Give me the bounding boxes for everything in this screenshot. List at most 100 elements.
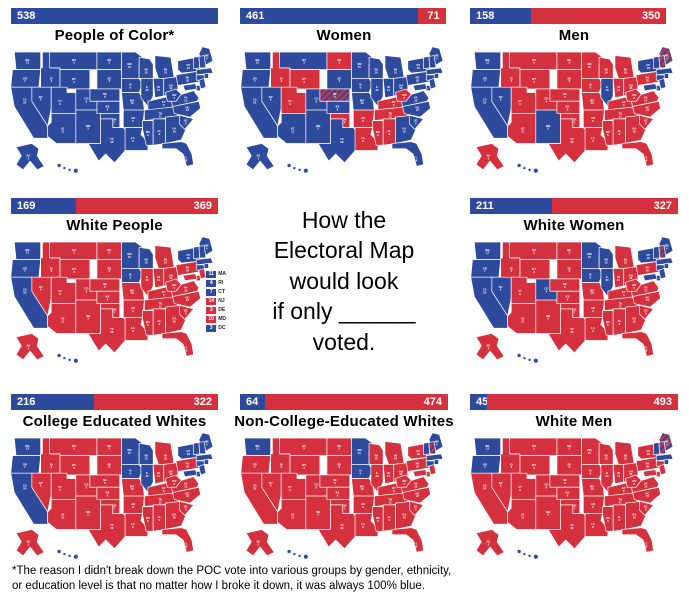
state-label-TX: TX 38: [570, 137, 574, 144]
state-label-TX: TX 38: [340, 137, 344, 144]
state-NC: [172, 100, 202, 118]
state-label-MO: MO 10: [130, 98, 134, 105]
state-label-ND: ND 3: [567, 58, 571, 65]
state-label-ME: ME 4: [205, 53, 209, 60]
state-HI-island-0: [286, 549, 291, 554]
state-label-MS: MS 6: [605, 516, 609, 523]
state-RI: [663, 262, 669, 269]
state-label-CO: CO 9: [544, 287, 548, 294]
state-IA: [350, 464, 373, 479]
state-label-VA: VA 13: [643, 96, 647, 103]
state-label-KY: KY 8: [162, 486, 166, 493]
state-label-MO: MO 10: [589, 484, 593, 491]
state-RI: [433, 72, 439, 79]
state-label-CO: CO 9: [84, 287, 88, 294]
state-label-NV: NV 6: [39, 481, 43, 488]
state-label-VA: VA 13: [184, 482, 188, 489]
state-label-NC: NC 15: [186, 491, 190, 498]
state-label-WV: WV 5: [632, 479, 637, 486]
state-label-MT: MT 3: [302, 58, 306, 65]
state-label-OK: OK 7: [342, 118, 346, 125]
state-label-AK: AK 3: [486, 344, 490, 351]
state-label-MS: MS 6: [146, 130, 150, 137]
state-TX: [547, 308, 587, 354]
state-label-CO: CO 9: [544, 483, 548, 490]
state-SC: [408, 114, 424, 130]
state-label-IN: IN 11: [387, 85, 390, 92]
red-ev-total: 322: [193, 396, 212, 408]
state-label-AL: AL 9: [617, 515, 621, 522]
state-label-TN: TN 11: [158, 301, 162, 308]
state-label-OH: OH 18: [169, 273, 173, 280]
state-FL: [621, 527, 654, 553]
state-UT: [510, 472, 536, 500]
map-title: Women: [316, 27, 372, 44]
us-electoral-map: WA 12 OR 7 CA 55 NV 6 ID 4 MT 3 WY 3 UT 6 CO 9 AZ 11 NM 5 ND 3 S…: [239, 46, 443, 174]
state-RI: [663, 72, 669, 79]
state-label-MT: MT 3: [532, 58, 536, 65]
state-IA: [121, 78, 143, 93]
map-white-people: 169 369 White People WA 12 OR 7 CA 55 NV 6 ID 4 MT 3 WY…: [0, 190, 229, 386]
state-label-KS: KS 6: [565, 490, 569, 497]
center-caption-line-5: voted.: [312, 328, 376, 355]
legend-state-label: RI: [218, 280, 224, 286]
state-label-FL: FL 29: [184, 155, 188, 162]
blue-ev-total: 216: [17, 396, 36, 408]
state-label-NE: NE 5: [103, 478, 107, 485]
state-label-WY: WY 3: [531, 267, 536, 274]
state-VA: [170, 90, 200, 107]
state-UT: [50, 276, 77, 304]
state-SC: [179, 114, 194, 130]
state-NC: [401, 486, 431, 504]
state-label-IA: IA 6: [588, 468, 591, 475]
state-label-NV: NV 6: [498, 481, 502, 488]
state-label-GA: GA 16: [172, 316, 176, 323]
state-label-PA: PA 20: [645, 75, 649, 82]
state-FL: [621, 141, 654, 167]
state-HI-island-2: [68, 358, 72, 362]
state-label-WY: WY 3: [301, 463, 306, 470]
state-label-GA: GA 16: [632, 316, 636, 323]
state-label-AR: AR 6: [590, 306, 594, 313]
state-label-ID: ID 4: [50, 266, 53, 273]
state-label-CO: CO 9: [314, 483, 318, 490]
state-label-AL: AL 9: [617, 319, 621, 326]
red-bar-segment: 327: [551, 198, 678, 214]
state-HI-island-1: [62, 166, 67, 170]
state-label-ID: ID 4: [50, 462, 53, 469]
state-WI: [138, 246, 154, 269]
legend-state-label: NJ: [218, 298, 225, 304]
map-white-women: 211 327 White Women WA 12 OR 7 CA 55 NV 6 ID 4 MT 3 WY 3…: [459, 190, 689, 386]
legend-ev-box: 10: [206, 315, 217, 323]
red-ev-total: 493: [653, 396, 672, 408]
state-HI-island-1: [522, 166, 526, 170]
state-label-IL: IL 20: [146, 471, 150, 478]
state-label-AR: AR 6: [131, 116, 135, 123]
state-label-KS: KS 6: [565, 294, 569, 301]
state-label-OK: OK 7: [112, 308, 116, 315]
state-RI: [433, 458, 439, 465]
state-NH: [428, 441, 436, 455]
state-MI: [154, 441, 175, 465]
state-label-NV: NV 6: [39, 285, 43, 292]
electoral-vote-bar: 64 474: [240, 394, 448, 410]
state-label-LA: LA 8: [361, 522, 365, 529]
state-HI-island-2: [527, 168, 531, 172]
state-label-GA: GA 16: [402, 126, 406, 133]
state-MO: [350, 478, 375, 497]
blue-ev-total: 461: [246, 10, 265, 22]
state-label-IN: IN 11: [617, 85, 620, 92]
state-label-NY: NY 29: [186, 253, 190, 260]
state-HI-island-1: [522, 356, 526, 360]
state-label-NE: NE 5: [332, 478, 336, 485]
state-NC: [631, 100, 661, 118]
state-label-LA: LA 8: [131, 522, 135, 529]
blue-bar-segment: 216: [11, 394, 95, 410]
state-label-TX: TX 38: [340, 523, 344, 530]
state-VA: [170, 280, 200, 297]
state-MO: [121, 478, 145, 497]
state-label-ND: ND 3: [337, 58, 341, 65]
state-label-WV: WV 5: [402, 479, 407, 486]
blue-bar-segment: 169: [11, 198, 77, 214]
